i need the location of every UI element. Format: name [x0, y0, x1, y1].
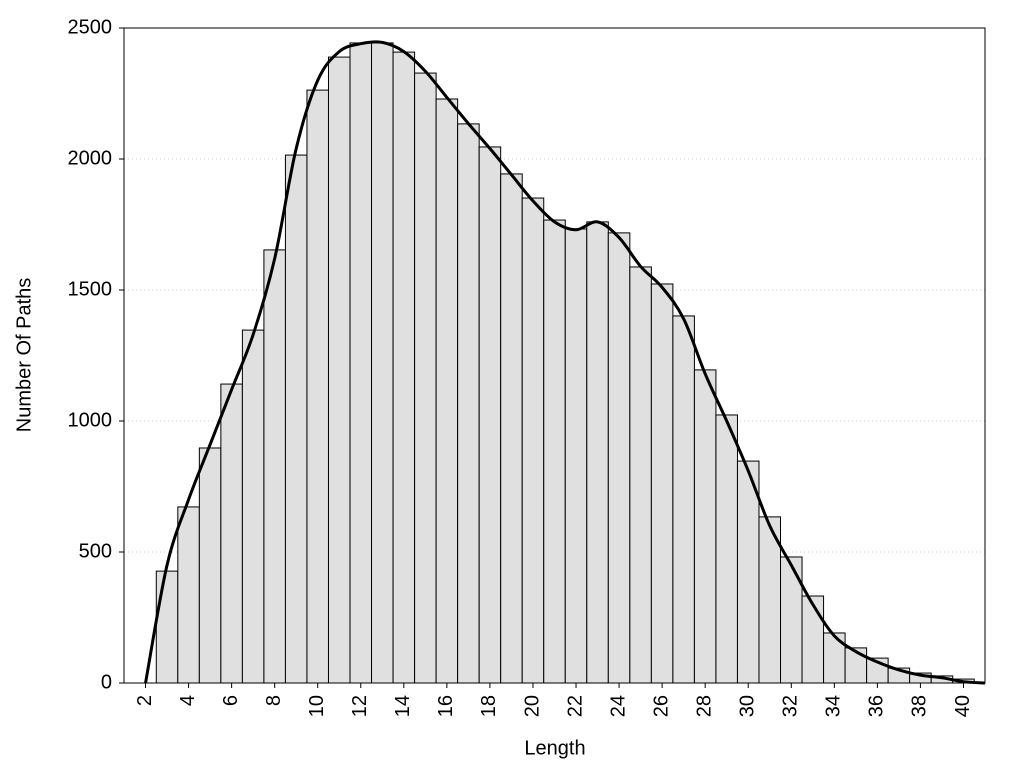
x-tick-label: 6: [220, 695, 242, 706]
x-tick-label: 12: [349, 695, 371, 717]
x-tick-label: 18: [478, 695, 500, 717]
bar: [586, 221, 609, 684]
bar: [263, 249, 286, 684]
bar: [672, 315, 695, 684]
x-tick-label: 14: [392, 695, 414, 717]
y-tick-label: 2000: [68, 147, 113, 169]
bar: [177, 506, 200, 684]
bar: [693, 369, 717, 684]
x-tick-label: 32: [780, 695, 802, 717]
x-tick-label: 36: [866, 695, 888, 717]
x-tick-label: 2: [134, 695, 156, 706]
x-tick-label: 30: [737, 695, 759, 717]
bar: [457, 123, 480, 684]
bar: [327, 56, 351, 684]
plot-frame: [123, 27, 986, 684]
bar: [629, 266, 652, 684]
x-axis-label: Length: [524, 737, 585, 759]
x-tick-label: 28: [693, 695, 715, 717]
x-tick-label: 10: [306, 695, 328, 717]
bar: [607, 232, 631, 684]
x-tick-label: 24: [607, 695, 629, 717]
bar: [780, 556, 803, 684]
bar: [241, 329, 265, 684]
x-tick-label: 26: [650, 695, 672, 717]
bar: [198, 447, 222, 684]
x-tick-label: 34: [823, 695, 845, 717]
y-tick-label: 1500: [68, 278, 113, 300]
bar: [155, 570, 179, 684]
bar: [414, 72, 437, 684]
x-tick-label: 4: [177, 695, 199, 706]
bar: [715, 414, 738, 684]
y-tick-label: 2500: [68, 16, 113, 38]
bar: [371, 42, 394, 684]
x-tick-label: 40: [952, 695, 974, 717]
bar: [801, 595, 825, 684]
y-axis-label: Number Of Paths: [13, 278, 35, 433]
x-tick-label: 8: [263, 695, 285, 706]
bar: [220, 383, 243, 684]
bar: [392, 51, 416, 684]
x-tick-label: 16: [435, 695, 457, 717]
curve: [144, 40, 986, 685]
bar: [500, 173, 523, 684]
x-tick-label: 38: [909, 695, 931, 717]
bar: [284, 154, 308, 684]
x-tick-label: 22: [564, 695, 586, 717]
bar: [650, 283, 674, 684]
bar: [823, 632, 846, 684]
y-tick-label: 500: [79, 540, 112, 562]
x-tick-label: 20: [521, 695, 543, 717]
y-tick-label: 1000: [68, 409, 113, 431]
bar: [543, 219, 566, 684]
bar: [349, 42, 373, 684]
bar: [564, 228, 588, 684]
bar: [521, 197, 545, 684]
bar: [478, 146, 502, 684]
bar: [435, 98, 459, 684]
bar: [306, 89, 329, 684]
y-tick-label: 0: [101, 671, 112, 693]
